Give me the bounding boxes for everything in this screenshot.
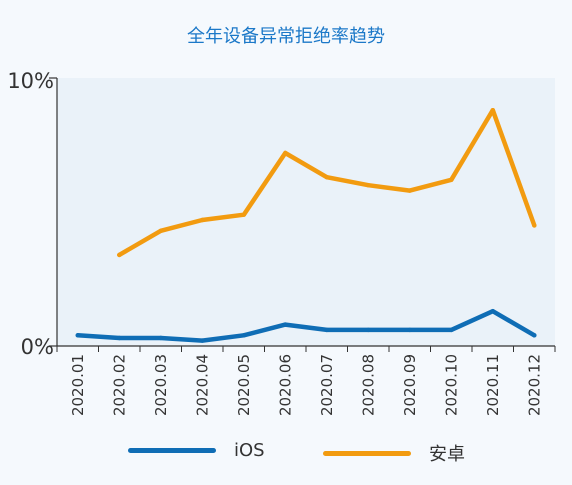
legend-item-android: 安卓 (323, 440, 465, 466)
data-point-android (449, 177, 454, 182)
data-point-ios (490, 309, 495, 314)
data-point-ios (158, 335, 163, 341)
series-lines (75, 107, 537, 343)
legend-swatch-ios (128, 448, 216, 453)
data-point-ios (200, 338, 205, 343)
data-point-ios (283, 322, 288, 327)
x-tick-label: 2020.09 (401, 354, 419, 416)
data-point-ios (366, 327, 371, 333)
x-tick-label: 2020.10 (442, 354, 460, 416)
data-point-ios (407, 327, 412, 333)
data-point-android (366, 183, 371, 188)
x-tick-label: 2020.03 (152, 354, 170, 416)
plot-area (57, 78, 555, 346)
data-point-android (324, 175, 329, 180)
series-line-ios (75, 308, 537, 343)
data-point-ios (75, 333, 81, 338)
data-point-android (158, 228, 163, 233)
x-tick-label: 2020.02 (110, 354, 128, 416)
data-point-android (490, 108, 495, 113)
x-tick-label: 2020.12 (525, 354, 543, 416)
x-tick-label: 2020.01 (69, 354, 87, 416)
data-point-ios (241, 333, 246, 338)
chart-title: 全年设备异常拒绝率趋势 (187, 26, 385, 47)
y-tick-label-top: 10% (7, 69, 54, 93)
data-point-android (117, 252, 122, 258)
data-point-android (200, 217, 205, 223)
data-point-android (283, 150, 288, 156)
x-axis-ticks: 2020.01 2020.02 2020.03 2020.04 2020.05 2020.… (56, 346, 556, 416)
x-tick-label: 2020.07 (318, 354, 336, 416)
data-point-ios (532, 333, 537, 338)
x-tick-label: 2020.05 (235, 354, 253, 416)
legend-item-ios: iOS (128, 440, 265, 461)
data-point-ios (449, 327, 454, 333)
data-point-android (407, 188, 412, 193)
legend-label-android: 安卓 (429, 444, 465, 465)
x-tick-label: 2020.04 (193, 354, 211, 416)
data-point-ios (324, 327, 329, 333)
data-point-android (532, 223, 537, 228)
data-point-ios (117, 335, 122, 341)
legend-swatch-android (323, 450, 411, 456)
y-tick-label-bottom: 0% (21, 335, 54, 359)
x-tick-label: 2020.06 (276, 354, 294, 416)
legend-label-ios: iOS (234, 440, 265, 461)
x-tick-label: 2020.11 (484, 354, 502, 416)
x-tick-label: 2020.08 (359, 354, 377, 416)
data-point-android (241, 212, 246, 217)
